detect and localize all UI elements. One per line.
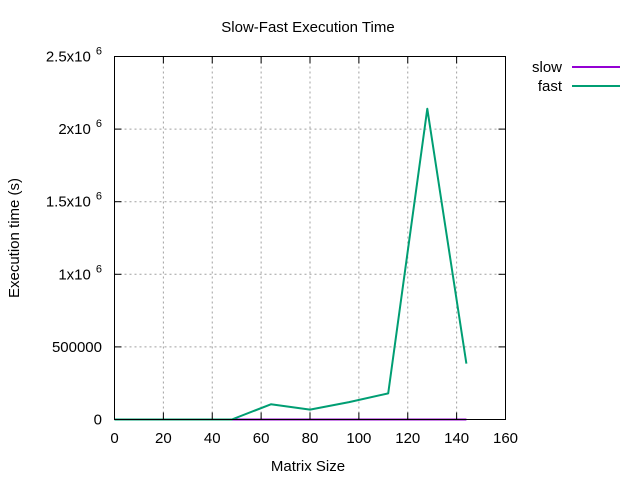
- x-tick-label: 60: [253, 430, 270, 447]
- y-tick-labels: 0 500000 1x10 6 1.5x10 6 2x10 6 2.5x10 6: [46, 46, 102, 429]
- y-tick-label: 0: [94, 412, 102, 429]
- grid-lines: [114, 56, 506, 420]
- axis-ticks: [114, 56, 506, 420]
- x-tick-label: 80: [302, 430, 319, 447]
- y-tick-label: 1x10 6: [58, 263, 102, 283]
- legend-label-slow: slow: [532, 59, 562, 76]
- x-tick-label: 100: [346, 430, 371, 447]
- series-line-fast: [114, 107, 468, 421]
- x-tick-label: 120: [395, 430, 420, 447]
- x-tick-label: 0: [110, 430, 118, 447]
- x-tick-label: 160: [493, 430, 518, 447]
- legend: slow fast: [532, 59, 620, 95]
- y-tick-label: 2.5x10 6: [46, 46, 102, 66]
- legend-label-fast: fast: [538, 78, 563, 95]
- x-tick-label: 40: [204, 430, 221, 447]
- x-tick-label: 20: [155, 430, 172, 447]
- y-tick-label: 500000: [52, 339, 102, 356]
- y-tick-label: 2x10 6: [58, 118, 102, 138]
- y-axis-label: Execution time (s): [6, 178, 23, 298]
- x-tick-labels: 0 20 40 60 80 100 120 140 160: [110, 430, 518, 447]
- series-lines: [114, 107, 468, 421]
- x-tick-label: 140: [444, 430, 469, 447]
- x-axis-label: Matrix Size: [271, 458, 345, 475]
- y-tick-label: 1.5x10 6: [46, 191, 102, 211]
- chart-title: Slow-Fast Execution Time: [221, 19, 394, 36]
